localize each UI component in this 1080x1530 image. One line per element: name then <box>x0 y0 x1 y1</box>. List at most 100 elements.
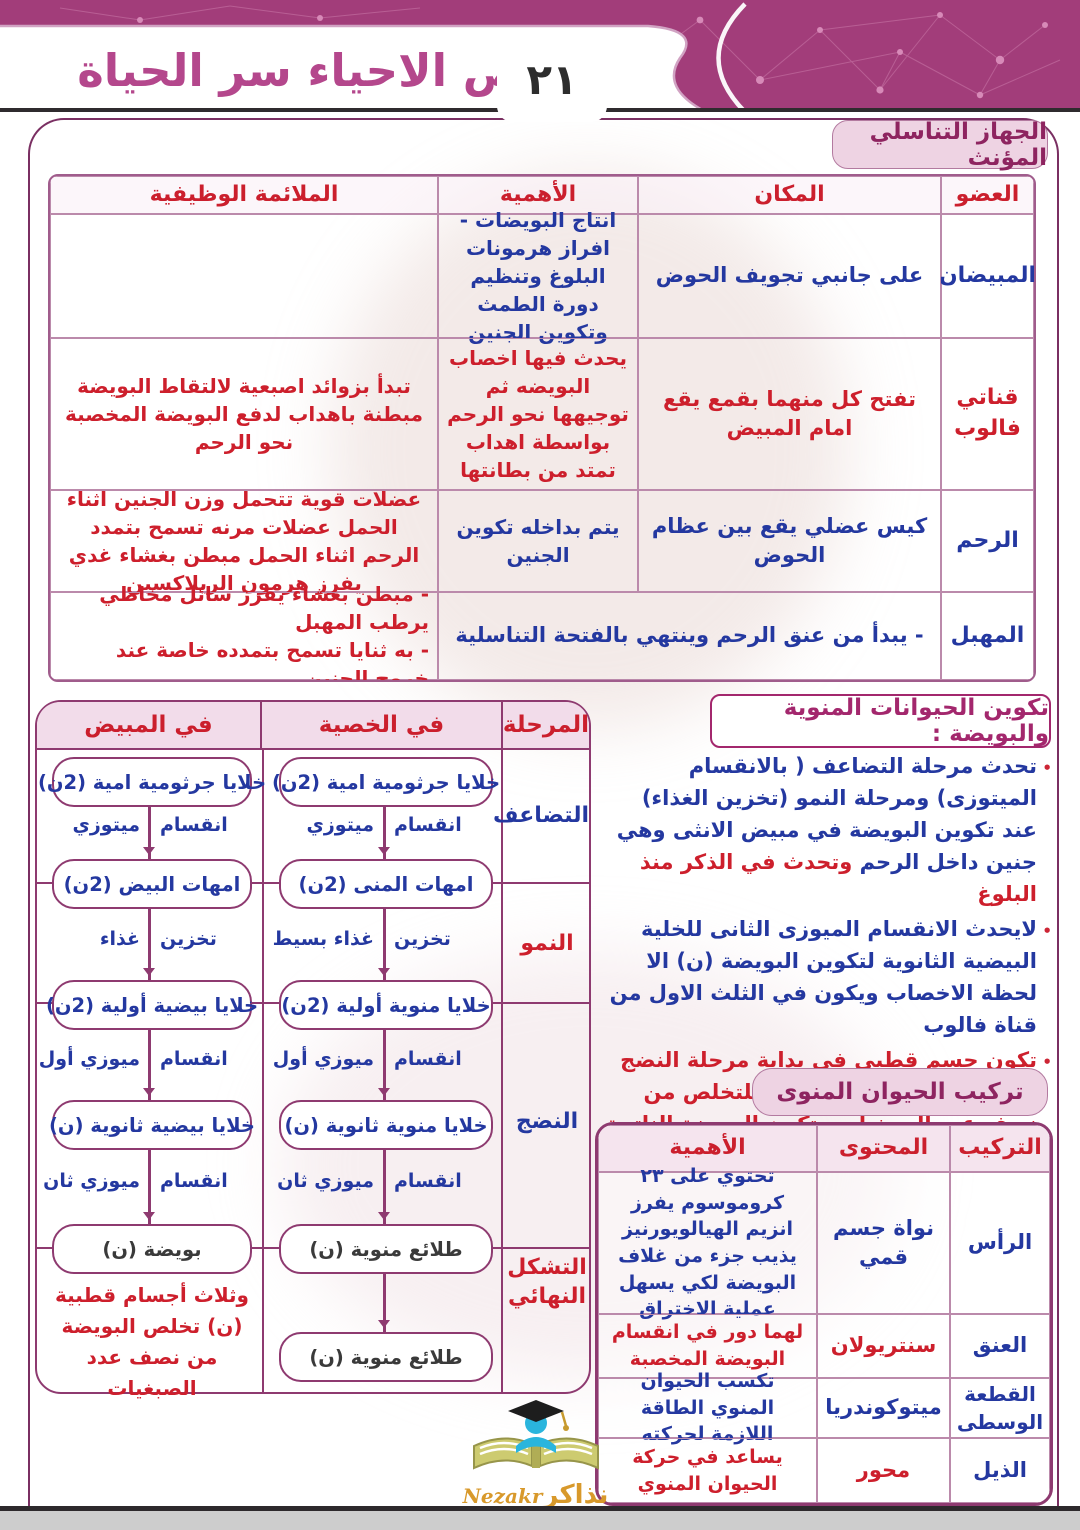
table-cell-content: محور <box>817 1438 950 1503</box>
table-cell-importance: تحتوي على ٢٣ كروموسوم يفرز انزيم الهيالو… <box>598 1165 817 1320</box>
note-text: لايحدث الانقسام الميوزى الثانى للخلية ال… <box>609 917 1037 1037</box>
footer-divider-line <box>0 1506 1080 1511</box>
note-bullet: • لايحدث الانقسام الميوزى الثانى للخلية … <box>600 913 1052 1041</box>
flow-arrow-icon <box>378 905 389 980</box>
table-cell-adaptation: عضلات قوية تتحمل وزن الجنين اثناء الحمل … <box>50 487 438 595</box>
table-cell-adaptation: تبدأ بزوائد اصبعية لالتقاط البويضة مبطنة… <box>50 338 438 490</box>
note-text-highlight: وتحدث في الذكر منذ البلوغ <box>639 850 1037 906</box>
adaptation-line: - به ثنايا تسمح بتمدده خاصة عند خروج الج… <box>115 638 429 682</box>
note-bullet: • تحدث مرحلة التضاعف ( بالانقسام الميتوز… <box>600 750 1052 910</box>
table-cell-content: نواة جسم قمي <box>817 1172 950 1314</box>
column-header-content: المحتوى <box>817 1125 950 1172</box>
column-header-adaptation: الملائمة الوظيفية <box>50 176 438 214</box>
bullet-marker-icon: • <box>1042 922 1052 940</box>
table-row-structure: الذيل <box>950 1438 1050 1503</box>
table-cell-importance: انتاج البويضات - افراز هرمونات البلوغ وت… <box>438 208 638 344</box>
logo-name-english: Nezakr <box>462 1484 543 1508</box>
polar-bodies-note: وثلاث أجسام قطبية (ن) تخلص البويضة من نص… <box>55 1283 249 1400</box>
flow-node: امهات البيض (2ن) <box>52 859 252 909</box>
column-header-testis: في الخصية <box>260 702 501 748</box>
arrow-label: غذاء بسيط <box>272 928 374 950</box>
table-cell-place: كيس عضلي يقع بين عظام الحوض <box>638 490 941 592</box>
table-row-organ: المبيضان <box>939 214 1034 338</box>
table-cell-place-importance-merged: - يبدأ من عنق الرحم وينتهي بالفتحة التنا… <box>438 592 941 680</box>
arrow-label: ميوزي أول <box>38 1048 140 1070</box>
column-header-stage: المرحلة <box>501 702 589 748</box>
section-title-sperm-structure: تركيب الحيوان المنوى <box>752 1068 1048 1116</box>
flow-arrow-icon <box>143 1026 154 1100</box>
sperm-structure-table: التركيب المحتوى الأهمية الرأس نواة جسم ق… <box>595 1122 1053 1506</box>
arrow-label: غذاء <box>99 928 140 950</box>
flow-arrow-icon <box>143 1146 154 1224</box>
flow-node: طلائع منوية (ن) <box>279 1224 493 1274</box>
arrow-label: انقسام <box>394 1170 462 1192</box>
column-header-place: المكان <box>638 176 941 214</box>
table-cell-importance: تكسب الحيوان المنوي الطاقة اللازمة لحركت… <box>598 1370 817 1445</box>
flow-arrow-icon <box>143 905 154 980</box>
table-cell-importance: يتم بداخله تكوين الجنين <box>438 490 638 592</box>
arrow-label: انقسام <box>394 1048 462 1070</box>
arrow-label: ميتوزي <box>72 814 140 836</box>
arrow-label: انقسام <box>394 814 462 836</box>
table-cell-importance: يحدث فيها اخصاب البويضه ثم توجيهها نحو ا… <box>438 338 638 490</box>
arrow-label: ميتوزي <box>306 814 374 836</box>
table-cell-importance: لهما دور في انقسام البويضة المخصبة <box>598 1314 817 1378</box>
table-cell-content: سنتريولان <box>817 1314 950 1378</box>
table-cell-place: تفتح كل منهما بقمع يقع امام المبيض <box>638 338 941 490</box>
arrow-label: تخزين <box>160 928 217 950</box>
column-divider <box>262 748 264 1392</box>
nezakr-logo: Nezakr نذاكر <box>448 1396 623 1514</box>
table-cell-place: على جانبي تجويف الحوض <box>638 214 941 338</box>
logo-name-arabic: نذاكر <box>543 1480 609 1510</box>
stage-label-final-shaping: التشكل النهائي <box>507 1255 587 1309</box>
section-title-female-system: الجهاز التناسلي المؤنث <box>832 119 1048 171</box>
table-cell-adaptation: - مبطن بغشاء يفرز سائل مخاطي يرطب المهبل… <box>50 582 438 682</box>
flow-arrow-icon <box>378 1270 389 1332</box>
female-system-table: العضو المكان الأهمية الملائمة الوظيفية ا… <box>48 174 1036 682</box>
background-photo-watermark <box>330 170 850 730</box>
page-number: ٢١ <box>526 54 578 104</box>
note-text: تحدث مرحلة التضاعف ( بالانقسام الميتوزى)… <box>616 754 1037 874</box>
flow-arrow-icon <box>143 803 154 859</box>
stages-table-header: المرحلة في الخصية في المبيض <box>37 702 589 750</box>
flow-node: خلايا جرثومية امية (2ن) <box>38 757 266 807</box>
stage-label-maturation: النضج <box>515 1109 579 1134</box>
arrow-label: انقسام <box>160 1170 228 1192</box>
table-cell-importance: يساعد في حركة الحيوان المنوي <box>598 1438 817 1503</box>
gametogenesis-stages-table: المرحلة في الخصية في المبيض التضاعف النم… <box>35 700 591 1400</box>
flow-node: خلايا جرثومية امية (2ن) <box>272 757 500 807</box>
column-header-importance: الأهمية <box>598 1125 817 1172</box>
table-cell-content: ميتوكوندريا <box>817 1378 950 1438</box>
flow-arrow-icon <box>378 1026 389 1100</box>
flow-node: بويضة (ن) <box>52 1224 252 1274</box>
adaptation-line: - مبطن بغشاء يفرز سائل مخاطي يرطب المهبل <box>99 582 429 634</box>
column-header-ovary: في المبيض <box>84 712 213 738</box>
flow-arrow-icon <box>378 803 389 859</box>
table-row-structure: القطعة الوسطى <box>950 1378 1050 1438</box>
flow-node: خلايا بيضية ثانوية (ن) <box>49 1100 255 1150</box>
flow-node: خلايا بيضية أولية (2ن) <box>46 980 258 1030</box>
stage-label-duplication: التضاعف <box>493 803 589 828</box>
arrow-label: انقسام <box>160 814 228 836</box>
bullet-marker-icon: • <box>1042 1053 1052 1071</box>
flow-arrow-icon <box>378 1146 389 1224</box>
arrow-label: ميوزي ثان <box>277 1170 374 1192</box>
table-row-organ: الرحم <box>941 490 1034 592</box>
stage-label-growth: النمو <box>520 931 574 956</box>
flow-node: خلايا منوية ثانوية (ن) <box>279 1100 493 1150</box>
table-row-structure: الرأس <box>950 1172 1050 1314</box>
column-header-importance: الأهمية <box>438 176 638 214</box>
table-row-organ: المهبل <box>941 592 1034 680</box>
column-divider <box>501 748 503 1392</box>
arrow-label: ميوزي أول <box>272 1048 374 1070</box>
footer-strip <box>0 1511 1080 1530</box>
table-cell-adaptation <box>50 214 438 338</box>
column-header-organ: العضو <box>941 176 1034 214</box>
table-row-organ: قناتي فالوب <box>941 338 1034 490</box>
page-number-tab: ٢١ <box>497 36 607 122</box>
arrow-label: انقسام <box>160 1048 228 1070</box>
table-row-structure: العنق <box>950 1314 1050 1378</box>
arrow-label: تخزين <box>394 928 451 950</box>
column-header-structure: التركيب <box>950 1125 1050 1172</box>
flow-node: امهات المنى (2ن) <box>279 859 493 909</box>
